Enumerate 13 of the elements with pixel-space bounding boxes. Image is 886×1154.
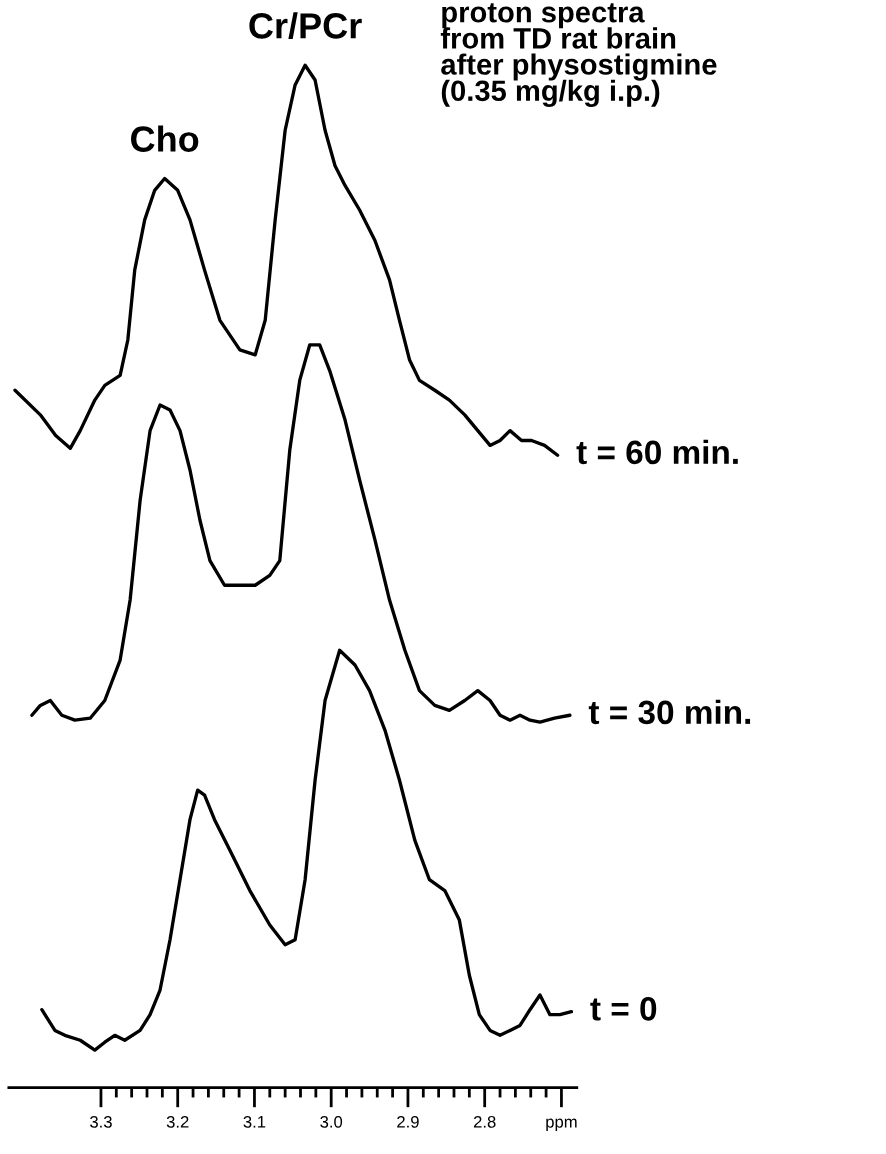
x-tick-label: 3.0 — [320, 1115, 343, 1128]
series-label: t = 0 — [590, 997, 657, 1021]
series-label: t = 60 min. — [576, 439, 738, 465]
x-tick-label: 3.1 — [243, 1115, 266, 1128]
annotation: Cho — [131, 125, 199, 152]
x-tick-label: 2.9 — [397, 1115, 419, 1128]
annotation: Cr/PCr — [249, 12, 362, 40]
chart-title: proton spectra from TD rat brain after physostigmine (0.35 mg/kg i.p.) — [440, 3, 717, 107]
x-tick-label: 2.8 — [473, 1115, 496, 1128]
series-label: t = 30 min. — [588, 699, 751, 725]
x-tick-label: ppm — [546, 1118, 577, 1132]
x-tick-label: 3.3 — [90, 1115, 112, 1128]
x-tick-label: 3.2 — [166, 1115, 189, 1128]
